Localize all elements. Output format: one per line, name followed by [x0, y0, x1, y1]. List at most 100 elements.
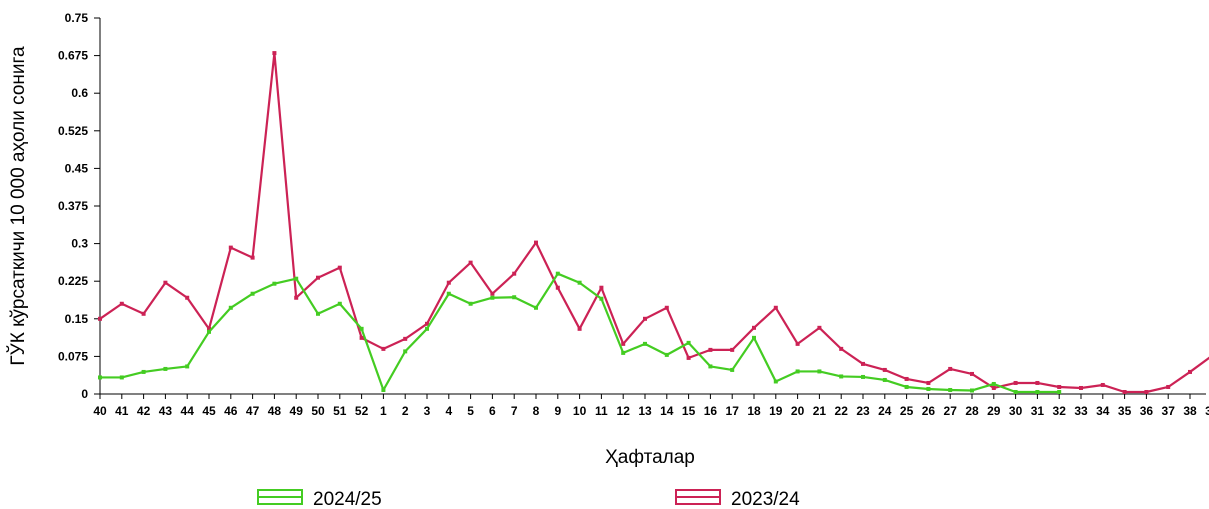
x-tick-label: 19	[769, 404, 783, 418]
x-tick-label: 36	[1140, 404, 1154, 418]
data-point	[882, 367, 887, 372]
y-tick-label: 0.225	[58, 274, 88, 288]
data-point	[98, 316, 102, 321]
x-tick-label: 13	[638, 404, 652, 418]
x-tick-label: 45	[202, 404, 216, 418]
data-point	[926, 380, 931, 385]
x-tick-label: 15	[682, 404, 696, 418]
data-point	[119, 301, 124, 306]
data-point	[185, 295, 190, 300]
data-point	[773, 305, 778, 310]
x-tick-label: 21	[813, 404, 827, 418]
data-point	[904, 376, 909, 381]
series-line-2024-25	[100, 272, 1060, 394]
x-tick-label: 4	[445, 404, 452, 418]
data-point	[228, 245, 233, 250]
data-point	[534, 240, 538, 245]
x-tick-label: 33	[1074, 404, 1088, 418]
x-tick-label: 32	[1053, 404, 1067, 418]
data-point	[250, 291, 255, 296]
x-tick-label: 28	[965, 404, 979, 418]
data-point	[1057, 384, 1062, 389]
data-point	[1144, 389, 1149, 394]
data-point	[1166, 384, 1171, 389]
x-tick-label: 24	[878, 404, 892, 418]
data-point	[795, 341, 800, 346]
x-tick-label: 27	[944, 404, 958, 418]
data-point	[861, 374, 865, 379]
y-tick-label: 0	[81, 387, 88, 401]
data-point	[1079, 385, 1083, 390]
x-tick-label: 2	[402, 404, 409, 418]
data-point	[294, 276, 299, 281]
data-point	[207, 329, 211, 334]
x-tick-label: 16	[704, 404, 718, 418]
x-tick-label: 6	[489, 404, 496, 418]
data-point	[446, 280, 451, 285]
y-tick-label: 0.75	[65, 11, 89, 25]
data-point	[468, 301, 473, 306]
x-tick-label: 42	[137, 404, 151, 418]
data-point	[490, 295, 495, 300]
x-tick-label: 38	[1183, 404, 1197, 418]
data-point	[708, 364, 713, 369]
data-point	[555, 285, 560, 290]
data-point	[839, 374, 844, 379]
data-point	[98, 375, 102, 380]
data-point	[817, 325, 822, 330]
data-point	[839, 346, 844, 351]
data-point	[163, 366, 168, 371]
y-tick-label: 0.6	[71, 86, 88, 100]
data-point	[468, 260, 473, 265]
x-tick-label: 35	[1118, 404, 1132, 418]
x-tick-label: 10	[573, 404, 587, 418]
data-point	[621, 341, 626, 346]
data-point	[316, 275, 320, 280]
x-tick-label: 30	[1009, 404, 1023, 418]
data-point	[512, 271, 517, 276]
x-tick-label: 52	[355, 404, 369, 418]
data-point	[403, 336, 408, 341]
data-point	[904, 384, 909, 389]
x-tick-label: 29	[987, 404, 1001, 418]
y-tick-label: 0.3	[71, 237, 88, 251]
data-point	[970, 388, 974, 393]
x-tick-label: 11	[595, 404, 608, 418]
x-tick-label: 46	[224, 404, 238, 418]
data-point	[555, 271, 560, 276]
x-tick-label: 12	[617, 404, 631, 418]
data-point	[752, 335, 756, 340]
data-point	[664, 352, 669, 357]
data-point	[425, 321, 429, 326]
data-point	[512, 295, 517, 300]
data-point	[599, 296, 604, 301]
data-point	[970, 371, 974, 376]
data-point	[991, 381, 996, 386]
data-point	[337, 301, 342, 306]
x-tick-label: 49	[290, 404, 304, 418]
x-tick-label: 50	[311, 404, 325, 418]
data-point	[773, 379, 778, 384]
data-point	[163, 280, 168, 285]
data-point	[1013, 389, 1018, 394]
data-point	[1013, 380, 1018, 385]
x-tick-label: 20	[791, 404, 805, 418]
x-tick-label: 31	[1031, 404, 1045, 418]
data-point	[686, 355, 691, 360]
data-point	[795, 369, 800, 374]
data-point	[337, 265, 342, 270]
y-tick-label: 0.15	[65, 312, 89, 326]
data-point	[272, 281, 277, 286]
data-point	[250, 255, 255, 260]
data-point	[577, 326, 582, 331]
y-tick-label: 0.375	[58, 199, 88, 213]
data-point	[1122, 389, 1127, 394]
legend-label: 2023/24	[731, 489, 800, 509]
x-tick-label: 25	[900, 404, 914, 418]
x-tick-label: 44	[181, 404, 195, 418]
y-tick-label: 0.45	[65, 161, 89, 175]
x-tick-label: 17	[726, 404, 740, 418]
x-tick-label: 23	[856, 404, 870, 418]
x-tick-label: 40	[93, 404, 107, 418]
x-tick-label: 18	[747, 404, 761, 418]
